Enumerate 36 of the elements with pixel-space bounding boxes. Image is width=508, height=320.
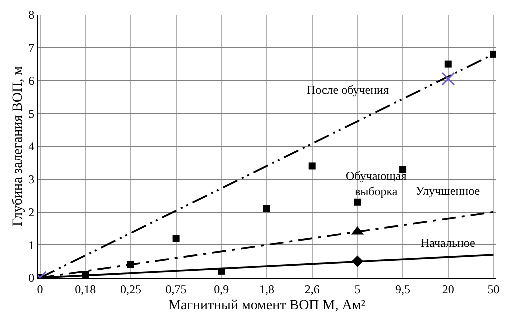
- series-label: После обучения: [307, 83, 390, 97]
- point: [490, 50, 496, 58]
- x-tick-label: 20: [442, 282, 454, 296]
- x-tick-label: 2,6: [304, 282, 320, 296]
- x-tick-label: 5: [354, 282, 361, 296]
- series-label: Улучшенное: [416, 184, 480, 198]
- point: [308, 162, 316, 170]
- y-tick-label: 2: [28, 205, 35, 220]
- point: [264, 205, 270, 212]
- x-axis-title: Магнитный момент ВОП M, Ам²: [168, 298, 366, 314]
- y-tick-label: 8: [28, 8, 35, 22]
- y-tick-label: 1: [28, 238, 35, 252]
- point: [172, 235, 180, 242]
- y-tick-label: 5: [28, 106, 35, 121]
- point: [354, 198, 362, 206]
- y-axis-title: Глубина залегания ВОП, м: [11, 66, 26, 227]
- point: [442, 72, 456, 86]
- point: [444, 60, 452, 68]
- x-tick-label: 0,75: [166, 282, 187, 296]
- point: [218, 268, 226, 275]
- point: [127, 261, 134, 268]
- x-tick-label: 0,25: [120, 282, 142, 296]
- x-tick-label: 9,5: [396, 282, 411, 296]
- y-tick-label: 4: [28, 140, 35, 154]
- y-tick-label: 6: [28, 74, 35, 88]
- y-tick-label: 7: [28, 41, 35, 56]
- y-tick-label: 3: [28, 172, 35, 187]
- point: [352, 256, 364, 268]
- x-tick-label: 0,18: [75, 282, 96, 296]
- series-label: Обучающая выборка: [346, 169, 408, 199]
- x-tick-label: 1,8: [260, 282, 274, 296]
- x-tick-label: 50: [488, 282, 500, 296]
- y-tick-label: 0: [28, 271, 35, 286]
- x-tick-label: 0,9: [214, 282, 230, 296]
- series-label: Начальное: [421, 236, 476, 250]
- point: [82, 271, 90, 278]
